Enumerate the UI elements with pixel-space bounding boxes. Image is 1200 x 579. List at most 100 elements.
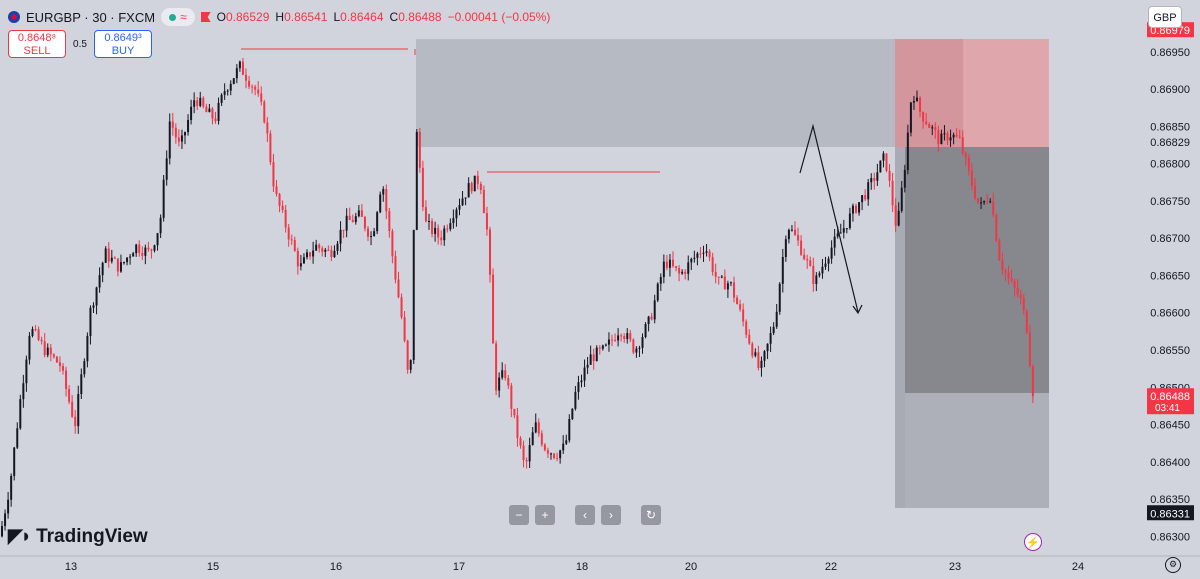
candle-body [373, 231, 376, 236]
time-tick-label: 20 [685, 561, 697, 573]
buy-button[interactable]: 0.8649³ BUY [94, 30, 152, 58]
candle-body [357, 210, 360, 217]
candle-body [736, 297, 739, 305]
candle-body [238, 61, 241, 69]
candle-body [147, 247, 150, 250]
sell-button[interactable]: 0.8648⁸ SELL [8, 30, 66, 58]
candle-body [232, 78, 235, 84]
position-zone-dark [905, 147, 1049, 393]
candle-body [458, 205, 461, 210]
candle-body [617, 335, 620, 341]
candle-body [711, 257, 714, 272]
candle-body [278, 194, 281, 206]
lightning-icon[interactable]: ⚡ [1024, 533, 1042, 551]
candle-body [241, 61, 244, 75]
candle-body [614, 339, 617, 341]
candle-body [656, 283, 659, 301]
candle-body [202, 97, 205, 107]
wave-icon: ≈ [180, 10, 187, 24]
candle-body [867, 182, 870, 200]
candle-body [919, 97, 922, 112]
candle-body [766, 343, 769, 352]
candle-body [302, 257, 305, 264]
candle-body [135, 244, 138, 254]
change-value: −0.00041 (−0.05%) [447, 10, 551, 24]
candle-body [690, 258, 693, 263]
symbol-title[interactable]: EURGBP · 30 · FXCM [26, 9, 156, 25]
high-value: 0.86541 [284, 10, 328, 24]
candle-body [492, 274, 495, 344]
candle-body [571, 408, 574, 419]
tradingview-logo[interactable]: ◤◗ TradingView [8, 525, 148, 548]
reset-chart-button[interactable]: ↻ [641, 505, 661, 525]
candle-body [909, 102, 912, 133]
candle-body [925, 121, 928, 125]
candle-body [31, 329, 34, 336]
candle-body [607, 339, 610, 345]
candle-body [894, 205, 897, 226]
candle-body [543, 444, 546, 451]
flag-marker-icon[interactable] [200, 12, 211, 22]
market-status-pill[interactable]: ≈ [161, 8, 195, 26]
candle-body [964, 153, 967, 158]
candle-body [629, 333, 632, 340]
candle-body [659, 277, 662, 284]
candle-body [864, 195, 867, 200]
price-label-text: 0.86488 [1150, 391, 1190, 403]
candle-body [193, 100, 196, 107]
gear-icon[interactable]: ⚙ [1165, 557, 1181, 573]
candle-body [324, 249, 327, 252]
countdown-text: 03:41 [1155, 403, 1180, 414]
candle-body [589, 354, 592, 365]
candle-body [940, 133, 943, 145]
arrow-head [852, 304, 863, 315]
candle-body [418, 131, 421, 168]
candle-body [665, 261, 668, 268]
candle-body [845, 228, 848, 230]
chart-navigation: − + ‹ › ↻ [509, 505, 661, 525]
zoom-out-button[interactable]: − [509, 505, 529, 525]
zoom-in-button[interactable]: + [535, 505, 555, 525]
candle-body [696, 253, 699, 258]
candle-body [537, 422, 540, 434]
candle-body [437, 227, 440, 238]
candle-body [269, 133, 272, 163]
candle-body [836, 233, 839, 237]
candle-body [800, 240, 803, 255]
candle-body [729, 282, 732, 284]
candle-body [556, 457, 559, 459]
candle-body [763, 351, 766, 361]
candle-body [583, 367, 586, 381]
candle-body [983, 201, 986, 203]
price-tick-label: 0.86550 [1150, 345, 1190, 357]
currency-button[interactable]: GBP [1148, 6, 1182, 28]
candle-body [672, 259, 674, 267]
time-tick-label: 16 [330, 561, 342, 573]
eu-gb-flag-icon [8, 11, 20, 23]
price-tick-label: 0.86800 [1150, 159, 1190, 171]
price-tick-label: 0.86900 [1150, 84, 1190, 96]
time-axis[interactable]: 13 15 16 17 18 20 22 23 24 [0, 555, 1200, 573]
price-tick-label: 0.86650 [1150, 270, 1190, 282]
price-tick-label: 0.86600 [1150, 308, 1190, 320]
candle-body [92, 305, 95, 308]
candle-body [220, 94, 223, 103]
candle-body [668, 259, 671, 268]
scroll-left-button[interactable]: ‹ [575, 505, 595, 525]
candle-body [251, 86, 254, 88]
candle-body [644, 324, 647, 338]
scroll-right-button[interactable]: › [601, 505, 621, 525]
candle-body [906, 132, 909, 171]
candle-body [214, 118, 217, 122]
candle-body [55, 356, 58, 363]
candle-body [733, 282, 735, 298]
candle-body [119, 262, 122, 272]
candle-body [967, 157, 970, 171]
candle-body [577, 382, 580, 392]
price-axis[interactable]: 0.86950 0.86900 0.86850 0.86800 0.86750 0.867… [1147, 22, 1194, 543]
candle-body [86, 335, 89, 362]
candle-body [452, 218, 455, 224]
candle-body [272, 162, 275, 187]
